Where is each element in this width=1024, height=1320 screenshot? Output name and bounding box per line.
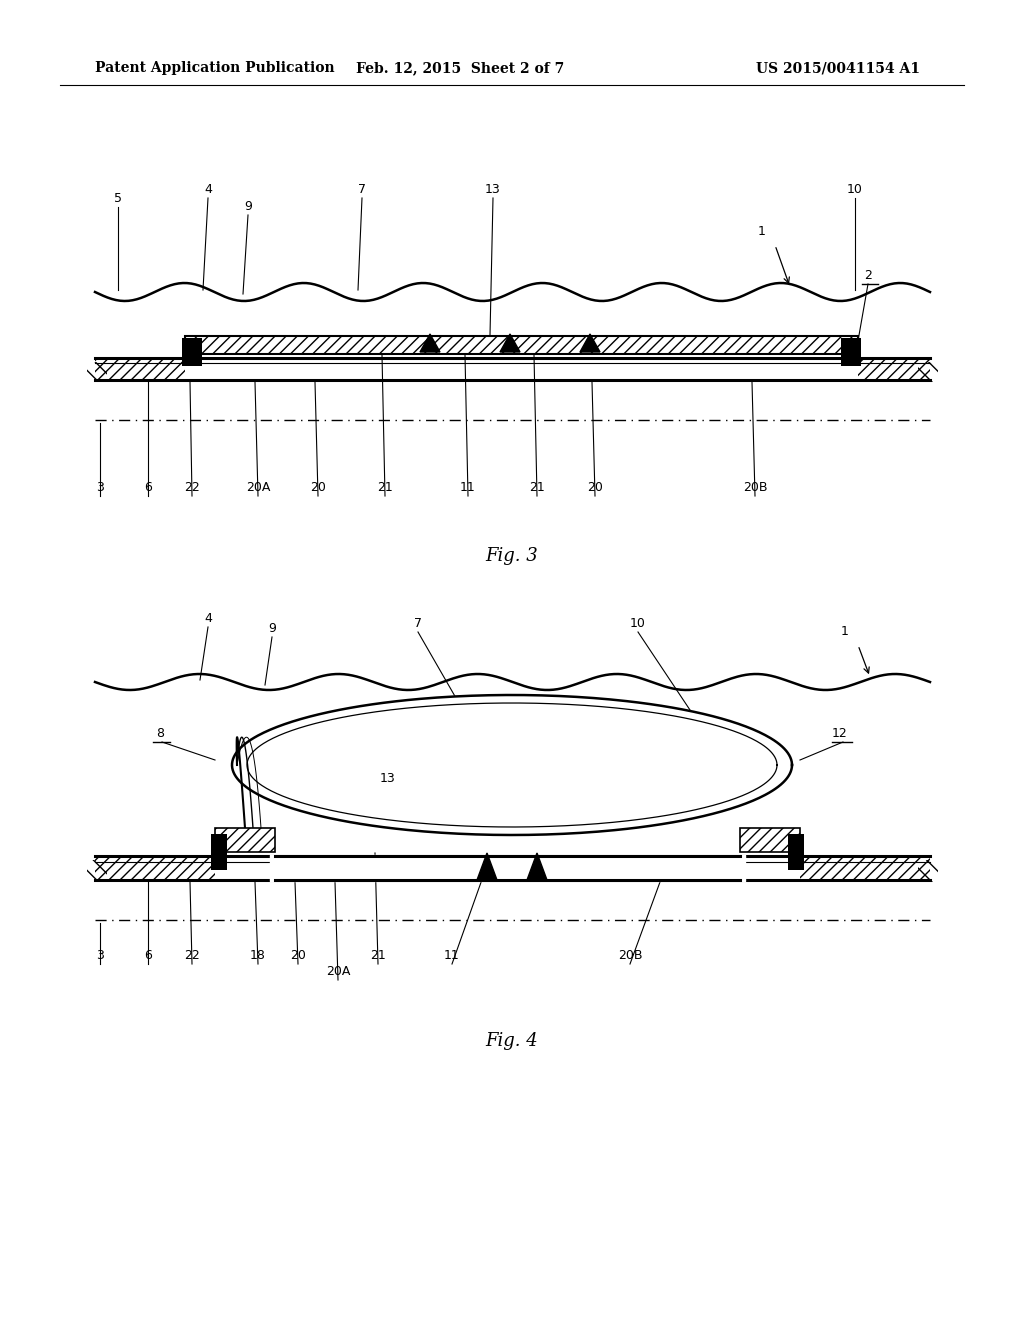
Text: 13: 13 xyxy=(380,772,396,785)
Polygon shape xyxy=(527,853,547,880)
Bar xyxy=(211,834,227,870)
Text: 11: 11 xyxy=(460,480,476,494)
Text: 20A: 20A xyxy=(246,480,270,494)
Polygon shape xyxy=(420,334,440,352)
Bar xyxy=(182,338,202,366)
Text: 9: 9 xyxy=(244,201,252,213)
Text: 20B: 20B xyxy=(742,480,767,494)
Text: 20B: 20B xyxy=(617,949,642,962)
Bar xyxy=(918,861,938,882)
Bar xyxy=(537,855,740,880)
Polygon shape xyxy=(232,696,792,836)
Bar xyxy=(87,861,106,882)
Bar xyxy=(800,855,930,880)
Text: 12: 12 xyxy=(833,727,848,741)
Bar xyxy=(841,338,861,366)
Text: 21: 21 xyxy=(377,480,393,494)
Text: 7: 7 xyxy=(358,183,366,195)
Text: 21: 21 xyxy=(370,949,386,962)
Text: 3: 3 xyxy=(96,480,104,494)
Bar xyxy=(185,337,858,354)
Text: 8: 8 xyxy=(156,727,164,741)
Bar xyxy=(740,828,800,851)
Bar xyxy=(788,834,804,870)
Text: 4: 4 xyxy=(204,183,212,195)
Text: 20: 20 xyxy=(310,480,326,494)
Polygon shape xyxy=(500,334,520,352)
Bar xyxy=(95,855,215,880)
Text: 2: 2 xyxy=(864,269,872,282)
Bar xyxy=(275,855,487,880)
Bar xyxy=(87,362,106,381)
Bar xyxy=(918,362,938,381)
Text: Fig. 4: Fig. 4 xyxy=(485,1032,539,1049)
Text: US 2015/0041154 A1: US 2015/0041154 A1 xyxy=(756,61,920,75)
Text: 13: 13 xyxy=(485,183,501,195)
Text: Feb. 12, 2015  Sheet 2 of 7: Feb. 12, 2015 Sheet 2 of 7 xyxy=(356,61,564,75)
Text: 21: 21 xyxy=(529,480,545,494)
Text: 6: 6 xyxy=(144,949,152,962)
Text: 22: 22 xyxy=(184,480,200,494)
Bar xyxy=(215,828,275,851)
Bar xyxy=(95,358,185,380)
Text: 6: 6 xyxy=(144,480,152,494)
Text: 22: 22 xyxy=(184,949,200,962)
Text: 1: 1 xyxy=(758,224,766,238)
Bar xyxy=(185,337,858,354)
Text: Fig. 3: Fig. 3 xyxy=(485,546,539,565)
Bar xyxy=(740,828,800,851)
Text: 10: 10 xyxy=(847,183,863,195)
Polygon shape xyxy=(580,334,600,352)
Text: Patent Application Publication: Patent Application Publication xyxy=(95,61,335,75)
Text: 11: 11 xyxy=(444,949,460,962)
Text: 18: 18 xyxy=(250,949,266,962)
Text: 20: 20 xyxy=(290,949,306,962)
Text: 5: 5 xyxy=(114,191,122,205)
Text: 9: 9 xyxy=(268,622,275,635)
Text: 20A: 20A xyxy=(326,965,350,978)
Text: 4: 4 xyxy=(204,612,212,624)
Text: 20: 20 xyxy=(587,480,603,494)
Text: 3: 3 xyxy=(96,949,104,962)
Text: 1: 1 xyxy=(841,624,849,638)
Bar xyxy=(858,358,930,380)
Text: 10: 10 xyxy=(630,616,646,630)
Bar xyxy=(215,828,275,851)
Polygon shape xyxy=(477,853,497,880)
Text: 7: 7 xyxy=(414,616,422,630)
